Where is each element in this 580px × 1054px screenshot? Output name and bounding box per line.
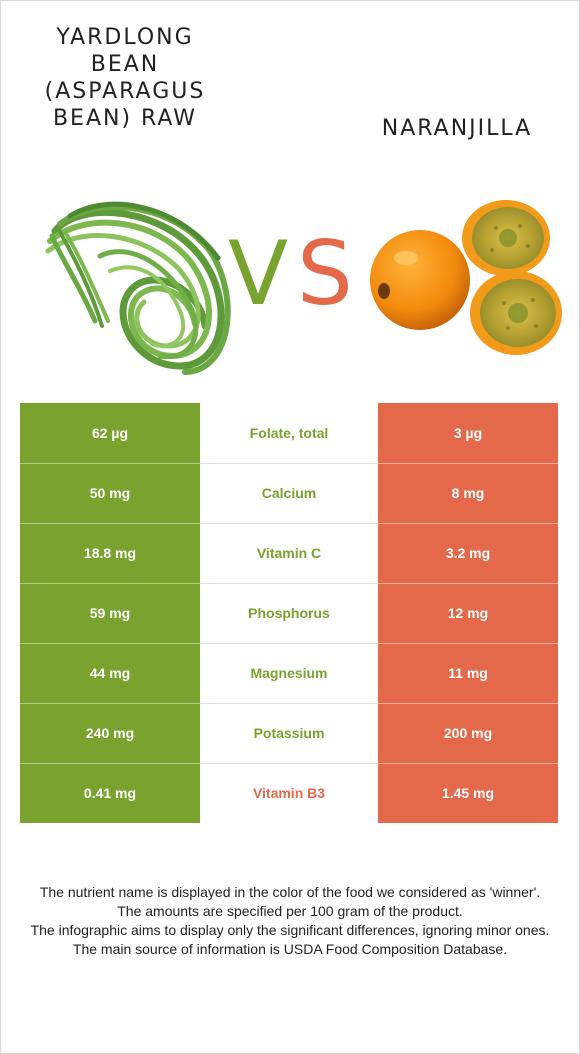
right-food-value: 12 mg bbox=[378, 583, 558, 644]
yardlong-bean-image bbox=[45, 201, 231, 375]
footnote-line: The nutrient name is displayed in the co… bbox=[39, 884, 541, 900]
nutrient-name: Vitamin C bbox=[200, 523, 378, 584]
footnote-line: The main source of information is USDA F… bbox=[72, 941, 508, 957]
left-food-value: 50 mg bbox=[20, 463, 200, 524]
vs-letter-s: S bbox=[297, 222, 353, 325]
right-food-value: 8 mg bbox=[378, 463, 558, 524]
nutrient-name: Calcium bbox=[200, 463, 378, 524]
left-food-value: 0.41 mg bbox=[20, 763, 200, 823]
food-title-right: NARANJILLA bbox=[381, 116, 533, 141]
footnote-line: The amounts are specified per 100 gram o… bbox=[117, 903, 463, 919]
nutrient-row: 50 mg Calcium 8 mg bbox=[20, 463, 558, 524]
nutrient-row: 44 mg Magnesium 11 mg bbox=[20, 643, 558, 704]
nutrient-name: Potassium bbox=[200, 703, 378, 764]
right-food-value: 3 µg bbox=[378, 403, 558, 464]
nutrient-row: 62 µg Folate, total 3 µg bbox=[20, 403, 558, 464]
left-food-value: 44 mg bbox=[20, 643, 200, 704]
nutrient-row: 240 mg Potassium 200 mg bbox=[20, 703, 558, 764]
right-food-value: 1.45 mg bbox=[378, 763, 558, 823]
footnote: The nutrient name is displayed in the co… bbox=[20, 883, 560, 959]
footnote-line: The infographic aims to display only the… bbox=[30, 922, 550, 938]
right-food-value: 200 mg bbox=[378, 703, 558, 764]
right-food-value: 3.2 mg bbox=[378, 523, 558, 584]
nutrient-name: Phosphorus bbox=[200, 583, 378, 644]
food-title-left: YARDLONG BEAN (ASPARAGUS BEAN) RAW bbox=[44, 25, 206, 131]
left-food-value: 59 mg bbox=[20, 583, 200, 644]
left-food-value: 18.8 mg bbox=[20, 523, 200, 584]
nutrient-name: Folate, total bbox=[200, 403, 378, 464]
comparison-table: 62 µg Folate, total 3 µg 50 mg Calcium 8 mg 18… bbox=[20, 403, 558, 823]
vs-letter-v: V bbox=[228, 222, 289, 325]
nutrient-row: 59 mg Phosphorus 12 mg bbox=[20, 583, 558, 644]
nutrient-row: 0.41 mg Vitamin B3 1.45 mg bbox=[20, 763, 558, 823]
nutrient-name: Vitamin B3 bbox=[200, 763, 378, 823]
left-food-value: 240 mg bbox=[20, 703, 200, 764]
nutrient-row: 18.8 mg Vitamin C 3.2 mg bbox=[20, 523, 558, 584]
left-food-value: 62 µg bbox=[20, 403, 200, 464]
naranjilla-image bbox=[370, 200, 562, 355]
right-food-value: 11 mg bbox=[378, 643, 558, 704]
nutrient-name: Magnesium bbox=[200, 643, 378, 704]
